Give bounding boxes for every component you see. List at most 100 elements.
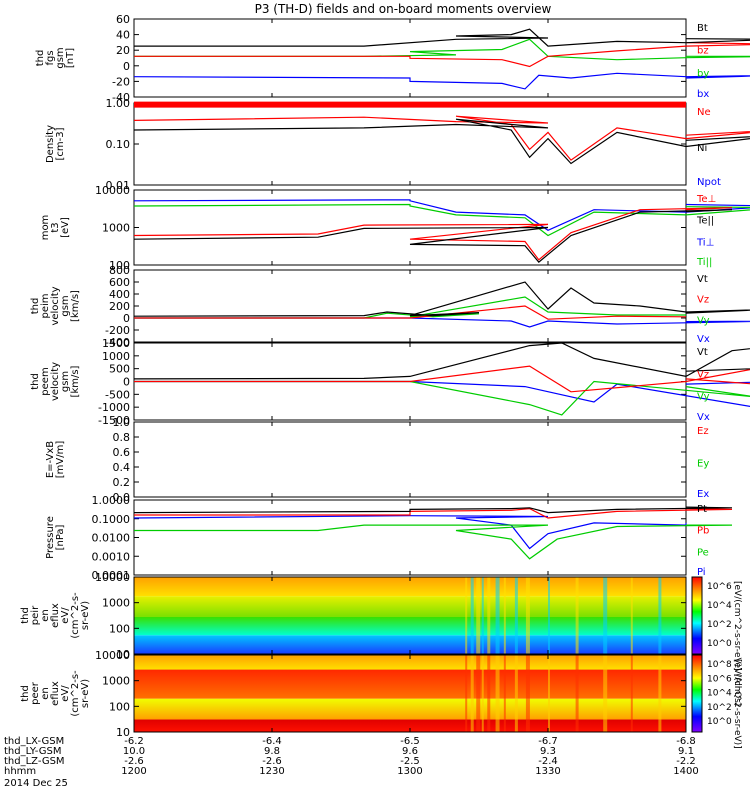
y-axis-label-line: thd <box>20 607 31 624</box>
colorbar-tick-label: 10^2 <box>707 620 732 630</box>
footer-value: -2.5 <box>400 756 420 767</box>
y-axis-label-line: eflux <box>50 681 61 706</box>
footer-value: -2.6 <box>262 756 282 767</box>
panel-mom-temp: 10000 1000 100 mom t3 [eV] Te⊥ Te|| Ti⊥ Ti|| <box>40 184 750 272</box>
heatmap-streak <box>476 577 481 654</box>
legend-Ti⊥: Ti⊥ <box>696 237 714 248</box>
figure-title: P3 (TH-D) fields and on-board moments ov… <box>255 2 552 16</box>
y-axis-label-line: thd <box>35 50 46 67</box>
colorbar-tick-label: 10^6 <box>707 674 732 684</box>
heatmap-streak <box>487 655 491 732</box>
y-tick-label: -40 <box>112 91 130 104</box>
heatmap-streak <box>514 655 518 732</box>
series-Vz <box>134 305 687 320</box>
legend-Vz: Vz <box>697 295 709 306</box>
heatmap-streak <box>525 577 530 654</box>
y-tick-label: 200 <box>109 300 130 313</box>
legend-Ey: Ey <box>697 459 709 470</box>
heatmap-streak <box>495 577 500 654</box>
y-tick-label: 1.0000 <box>92 494 131 507</box>
series-Pe <box>134 524 733 560</box>
y-tick-label: -200 <box>105 324 130 337</box>
footer-value: -6.5 <box>400 736 420 747</box>
footer-row-label: hhmm <box>4 766 36 777</box>
y-tick-label: 40 <box>116 29 130 42</box>
y-tick-label: 10000 <box>95 649 130 662</box>
heatmap-streak <box>470 577 474 654</box>
y-axis-label-line: (cm^2-s- <box>70 592 81 639</box>
y-axis-label-line: [km/s] <box>70 290 81 322</box>
colorbar-label: [eV/(cm^2-s-sr-eV)] (All Qs) <box>732 581 742 706</box>
y-tick-label: 100 <box>109 622 130 635</box>
colorbar <box>691 654 703 733</box>
y-tick-label: 0.10 <box>106 138 131 151</box>
y-axis-label-line: peem <box>40 367 51 395</box>
footer-value: -2.2 <box>676 756 696 767</box>
y-tick-label: 20 <box>116 44 130 57</box>
legend-bx: bx <box>697 89 709 100</box>
y-tick-label: 600 <box>109 276 130 289</box>
series-Vt <box>133 281 750 317</box>
colorbar-tick-label: 10^6 <box>707 582 732 592</box>
y-tick-label: 1.0 <box>113 416 131 429</box>
y-tick-label: 0.0100 <box>92 532 131 545</box>
heatmap-streak <box>481 655 484 732</box>
heatmap-streak <box>487 577 491 654</box>
y-tick-label: 0.0001 <box>92 569 131 582</box>
heatmap-streak <box>548 577 550 654</box>
legend-Vt: Vt <box>697 274 708 285</box>
y-axis-label-line: gsm <box>60 371 71 392</box>
heatmap-streak <box>495 655 500 732</box>
series-Te⊥ <box>133 207 733 261</box>
heatmap-streak <box>548 655 550 732</box>
heatmap-streak <box>630 655 633 732</box>
footer-value: 9.1 <box>678 746 694 757</box>
legend-Vt: Vt <box>697 347 708 358</box>
footer-row-label: thd_LY-GSM <box>4 746 61 757</box>
heatmap-streak <box>630 577 633 654</box>
legend-Bt: Bt <box>697 23 708 34</box>
y-axis-label-line: thd <box>20 685 31 702</box>
legend-Vx: Vx <box>697 412 710 423</box>
footer-row-label: thd_LZ-GSM <box>4 756 65 767</box>
panel-frame <box>133 421 687 498</box>
series-Pt <box>133 506 733 514</box>
legend-Ez: Ez <box>697 426 709 437</box>
heatmap-band <box>134 669 686 699</box>
y-tick-label: 0.8 <box>113 431 131 444</box>
y-tick-label: 0 <box>123 312 130 325</box>
series-bx <box>133 72 750 90</box>
series-Te|| <box>133 209 733 263</box>
y-tick-label: -500 <box>105 388 130 401</box>
footer-value: -6.4 <box>262 736 282 747</box>
footer-value: -6.7 <box>538 736 558 747</box>
heatmap-streak <box>525 655 530 732</box>
footer-value: -6.2 <box>124 736 144 747</box>
y-tick-label: 500 <box>109 363 130 376</box>
legend-Te⊥: Te⊥ <box>696 194 716 205</box>
legend-Pb: Pb <box>697 526 709 537</box>
y-tick-label: 1500 <box>102 337 130 350</box>
panel-fgs: 60 40 20 0 -20 -40 thd fgs gsm [nT] Bt bz by bx <box>35 13 750 104</box>
series-Vy <box>134 296 686 319</box>
y-axis-label-line: Pressure <box>45 516 56 559</box>
footer-value: -2.4 <box>538 756 558 767</box>
heatmap-streak <box>575 655 579 732</box>
colorbar-tick-label: 10^8 <box>707 660 732 670</box>
panel-frame <box>133 102 687 186</box>
y-axis-label-line: peim <box>40 293 51 318</box>
heatmap-streak <box>470 655 474 732</box>
footer-value: -6.8 <box>676 736 696 747</box>
y-axis-label-line: thd <box>30 373 41 390</box>
footer-value: 10.0 <box>123 746 145 757</box>
y-axis-label-line: velocity <box>50 362 61 401</box>
footer-value: 9.8 <box>264 746 280 757</box>
footer-ephemeris: thd_LX-GSM -6.2 -6.4 -6.5 -6.7 -6.8 thd_LY-GSM… <box>4 736 699 789</box>
panel-pressure: 1.0000 0.1000 0.0100 0.0010 0.0001 Pressure [n… <box>45 494 733 582</box>
y-tick-label: 0.2 <box>113 476 131 489</box>
legend-Vz: Vz <box>697 369 709 380</box>
y-axis-label-line: en <box>40 609 51 622</box>
y-tick-label: 1000 <box>102 222 130 235</box>
